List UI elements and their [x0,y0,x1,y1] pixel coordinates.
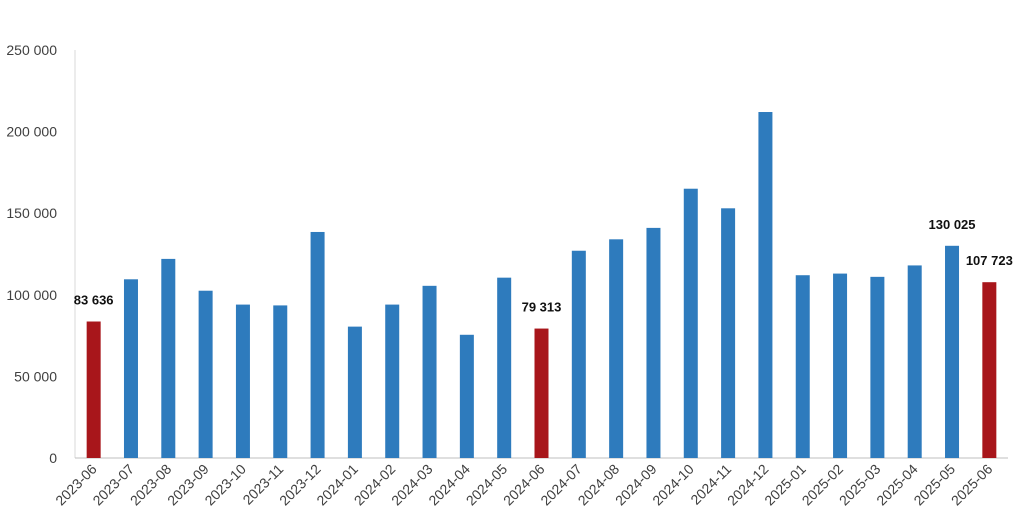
data-label: 107 723 [966,253,1013,268]
bar-2024-03 [422,285,437,458]
bar-2024-06 [534,328,549,458]
bar-2023-07 [123,279,138,458]
y-tick-label: 200 000 [6,124,57,140]
bar-2024-04 [459,334,474,458]
bar-2025-05 [945,245,960,458]
bar-2023-11 [273,305,288,458]
bar-2023-06 [86,321,101,458]
bar-2023-12 [310,231,325,458]
bar-2024-05 [497,277,512,458]
x-tick-label: 2024-10 [649,461,697,509]
bar-2023-09 [198,290,213,458]
bar-2024-12 [758,112,773,459]
bars [86,112,997,459]
data-label: 130 025 [929,217,976,232]
bar-2024-08 [609,239,624,458]
bar-2024-01 [347,326,362,458]
data-label: 83 636 [74,293,114,308]
bar-2024-10 [683,188,698,458]
bar-2025-06 [982,282,997,458]
y-tick-label: 250 000 [6,42,57,58]
data-label: 79 313 [522,300,562,315]
bar-2025-04 [907,265,922,458]
x-tick-label: 2025-06 [948,461,996,509]
y-tick-label: 100 000 [6,287,57,303]
bar-2024-07 [571,250,586,458]
y-axis-ticks: 0 50 000 100 000 150 000 200 000 250 000 [6,42,57,466]
bar-2024-09 [646,227,661,458]
bar-2025-01 [795,275,810,458]
y-tick-label: 150 000 [6,205,57,221]
bar-2025-03 [870,276,885,458]
bar-2023-10 [235,304,250,458]
bar-2023-08 [161,258,176,458]
y-tick-label: 0 [49,450,57,466]
bar-2024-11 [721,208,736,458]
y-tick-label: 50 000 [14,368,57,384]
bar-2024-02 [385,304,400,458]
bar-2025-02 [833,273,848,458]
data-labels: 83 636 79 313 130 025 107 723 [74,217,1013,315]
x-axis-ticks: 2023-062023-072023-082023-092023-102023-… [52,461,995,509]
x-tick-label: 2023-10 [201,461,249,509]
